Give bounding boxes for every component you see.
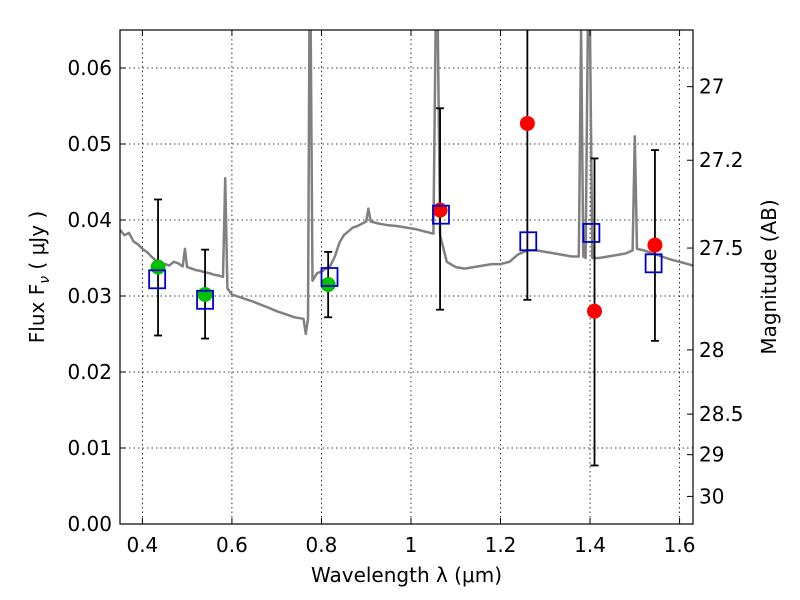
- x-tick-label: 0.6: [216, 533, 248, 557]
- y2-tick-label: 28: [699, 338, 724, 362]
- y-tick-label: 0.05: [67, 132, 112, 156]
- y-tick-label: 0.01: [67, 436, 112, 460]
- y2-tick-label: 30: [699, 484, 724, 508]
- y-axis-label: Flux Fν ( μJy ): [25, 211, 53, 343]
- y-tick-label: 0.04: [67, 208, 112, 232]
- y2-tick-label: 29: [699, 443, 724, 467]
- y-axis-label-main: Flux F: [25, 284, 49, 343]
- green-point: [320, 277, 336, 293]
- green-point: [150, 259, 166, 275]
- x-axis-label: Wavelength λ (μm): [311, 563, 502, 587]
- model-square: [148, 269, 167, 290]
- model-square: [196, 289, 214, 310]
- model-square: [432, 204, 450, 225]
- x-tick-label: 0.8: [306, 533, 338, 557]
- template-spectrum: [120, 30, 693, 336]
- y-axis-label-subscript: ν: [37, 276, 53, 284]
- x-tick-label: 1: [405, 533, 418, 557]
- x-tick-label: 1.4: [574, 533, 606, 557]
- y2-tick-label: 27.2: [699, 148, 744, 172]
- y2-tick-label: 27.5: [699, 236, 744, 260]
- model-square: [519, 231, 538, 252]
- red-point: [647, 237, 663, 253]
- x-tick-label: 1.6: [664, 533, 696, 557]
- plot-frame: [119, 29, 694, 525]
- model-square: [644, 253, 663, 274]
- y-tick-label: 0.06: [67, 56, 112, 80]
- model-square: [320, 267, 339, 287]
- y2-tick-label: 28.5: [699, 402, 744, 426]
- x-tick-label: 1.2: [485, 533, 517, 557]
- y-tick-label: 0.02: [67, 360, 112, 384]
- y-tick-label: 0.03: [67, 284, 112, 308]
- y-tick-label: 0.00: [67, 512, 112, 536]
- data-markers: [148, 115, 663, 319]
- grid: [120, 30, 693, 524]
- template-spectrum-line: [120, 30, 693, 336]
- y-axis-label-units: ( μJy ): [25, 211, 49, 276]
- y2-tick-label: 27: [699, 75, 724, 99]
- model-square: [582, 223, 601, 243]
- red-point: [587, 303, 603, 319]
- y2-axis-label: Magnitude (AB): [757, 199, 781, 354]
- x-tick-label: 0.4: [126, 533, 158, 557]
- red-point: [519, 115, 535, 131]
- green-point: [197, 286, 213, 302]
- axis-ticks: 0.4 0.6 0.8 1 1.2 1.4 1.6 0.00 0.01 0.02 0.03 0.04 0…: [67, 30, 744, 557]
